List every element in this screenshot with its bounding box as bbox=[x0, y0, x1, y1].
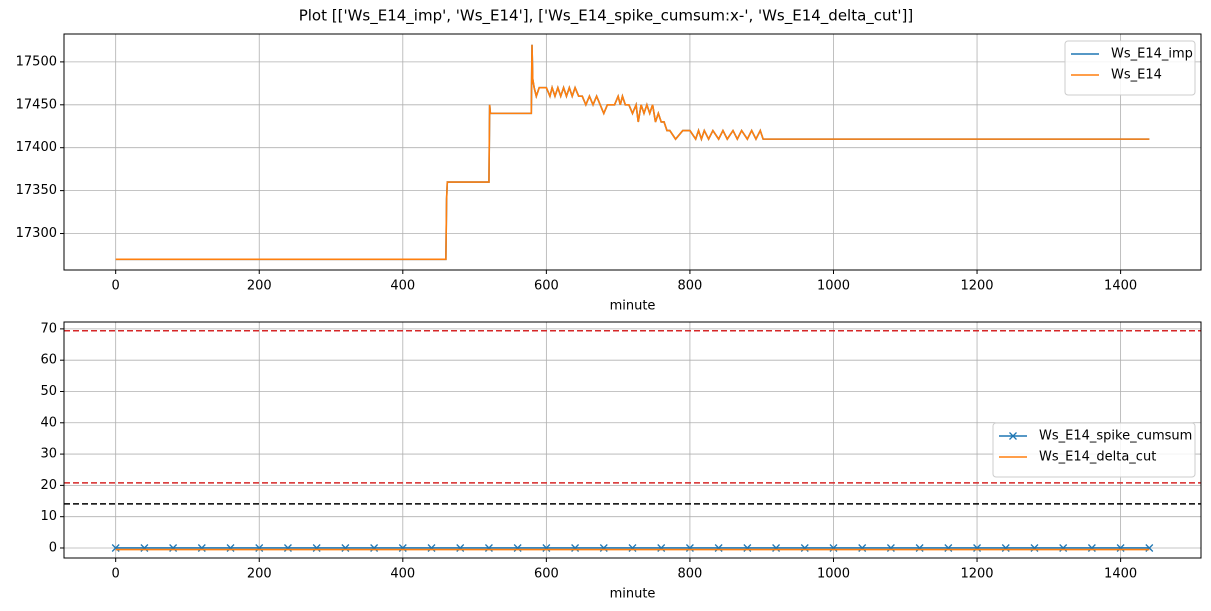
x-tick-label: 1400 bbox=[1104, 279, 1137, 294]
plot-frame bbox=[63, 321, 1202, 559]
x-tick-label: 1200 bbox=[960, 567, 993, 582]
x-tick-label: 1400 bbox=[1104, 567, 1137, 582]
x-tick-label: 0 bbox=[112, 279, 120, 294]
legend-marker bbox=[1009, 432, 1017, 440]
legend-label: Ws_E14_delta_cut bbox=[1039, 450, 1156, 465]
x-axis-label: minute bbox=[610, 587, 656, 602]
y-tick-label: 60 bbox=[40, 353, 57, 368]
x-tick-label: 400 bbox=[390, 567, 415, 582]
x-tick-label: 400 bbox=[390, 279, 415, 294]
legend bbox=[992, 422, 1196, 478]
y-tick-label: 17450 bbox=[16, 97, 57, 112]
x-tick-label: 1000 bbox=[817, 279, 850, 294]
x-tick-label: 200 bbox=[247, 279, 272, 294]
x-tick-label: 600 bbox=[534, 279, 559, 294]
x-tick-label: 0 bbox=[112, 567, 120, 582]
y-tick-label: 70 bbox=[40, 321, 57, 336]
y-tick-label: 50 bbox=[40, 384, 57, 399]
y-tick-label: 30 bbox=[40, 447, 57, 462]
x-axis-label: minute bbox=[610, 299, 656, 314]
x-tick-label: 200 bbox=[247, 567, 272, 582]
y-tick-label: 17500 bbox=[16, 54, 57, 69]
y-tick-label: 17400 bbox=[16, 140, 57, 155]
plot-frame bbox=[63, 33, 1202, 271]
legend-label: Ws_E14_spike_cumsum bbox=[1039, 429, 1192, 444]
y-tick-label: 17350 bbox=[16, 183, 57, 198]
x-tick-label: 1000 bbox=[817, 567, 850, 582]
y-tick-label: 17300 bbox=[16, 226, 57, 241]
legend-label: Ws_E14 bbox=[1111, 68, 1162, 83]
x-tick-label: 1200 bbox=[960, 279, 993, 294]
legend-label: Ws_E14_imp bbox=[1111, 47, 1193, 62]
y-tick-label: 40 bbox=[40, 415, 57, 430]
series-line bbox=[115, 44, 1150, 261]
x-tick-label: 800 bbox=[678, 279, 703, 294]
x-tick-label: 600 bbox=[534, 567, 559, 582]
y-tick-label: 20 bbox=[40, 478, 57, 493]
y-tick-label: 0 bbox=[49, 540, 57, 555]
figure-title: Plot [['Ws_E14_imp', 'Ws_E14'], ['Ws_E14… bbox=[299, 7, 914, 26]
y-tick-label: 10 bbox=[40, 509, 57, 524]
x-tick-label: 800 bbox=[678, 567, 703, 582]
